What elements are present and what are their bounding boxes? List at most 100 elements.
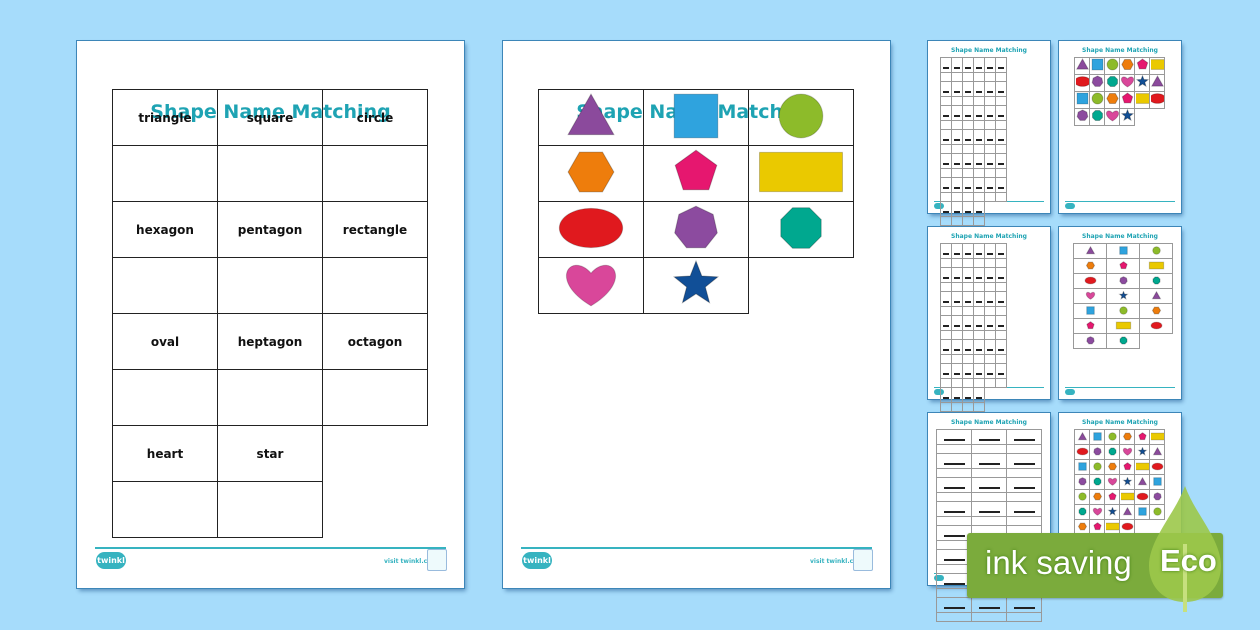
shape-cell bbox=[538, 145, 644, 202]
eco-badge-text: ink saving bbox=[985, 544, 1132, 581]
hexagon-shape bbox=[1120, 59, 1134, 70]
circle-shape bbox=[1077, 492, 1087, 501]
thumbnail-page[interactable]: Shape Name Matching bbox=[928, 413, 1050, 622]
square-shape bbox=[1091, 58, 1103, 71]
star-shape bbox=[672, 259, 720, 304]
triangle-shape bbox=[1077, 431, 1087, 441]
thumbnail-page[interactable]: Shape Name Matching bbox=[1059, 227, 1181, 399]
octagon-shape bbox=[1093, 477, 1101, 486]
heart-shape bbox=[1085, 291, 1095, 300]
worksheet-shapes-page: Shape Name Matching twinkl visit twinkl.… bbox=[503, 41, 890, 588]
blank-answer-cell bbox=[217, 481, 323, 538]
rectangle-shape bbox=[1119, 492, 1135, 501]
leaf-icon bbox=[1149, 486, 1221, 612]
shape-label-cell: pentagon bbox=[217, 201, 323, 258]
twinkl-logo-icon bbox=[1065, 203, 1075, 209]
triangle-shape bbox=[1075, 58, 1089, 70]
hexagon-shape bbox=[1105, 93, 1119, 104]
twinkl-logo-icon bbox=[1065, 389, 1075, 395]
shape-row bbox=[538, 145, 854, 202]
star-shape bbox=[1136, 446, 1148, 456]
shape-label-cell: heart bbox=[112, 425, 218, 482]
heart-shape bbox=[566, 264, 616, 307]
star-shape bbox=[1135, 74, 1149, 88]
shape-label-cell: rectangle bbox=[322, 201, 428, 258]
circle-shape bbox=[1091, 92, 1103, 105]
hexagon-shape bbox=[1151, 306, 1161, 315]
thumbnail-page[interactable]: Shape Name Matching bbox=[928, 227, 1050, 412]
thumbnail-title: Shape Name Matching bbox=[1082, 233, 1158, 240]
pentagon-shape bbox=[1137, 432, 1147, 441]
star-shape bbox=[1117, 290, 1129, 300]
footer-divider bbox=[934, 201, 1044, 202]
shape-label-cell: heptagon bbox=[217, 313, 323, 370]
blank-answer-cell bbox=[217, 369, 323, 426]
shape-cell bbox=[643, 145, 749, 202]
quality-badge-icon bbox=[427, 549, 447, 571]
oval-shape bbox=[1121, 522, 1133, 531]
pentagon-shape bbox=[674, 149, 718, 191]
triangle-shape bbox=[1152, 446, 1162, 456]
shape-row bbox=[538, 257, 854, 314]
thumbnail-grid bbox=[1073, 57, 1168, 126]
square-shape bbox=[1076, 92, 1088, 105]
rectangle-shape bbox=[1148, 261, 1164, 270]
label-row: triangle square circle bbox=[112, 89, 428, 146]
rectangle-shape bbox=[1115, 321, 1131, 330]
thumbnail-grid bbox=[1073, 243, 1173, 349]
pentagon-shape bbox=[1107, 492, 1117, 501]
shape-cell bbox=[538, 89, 644, 146]
shape-cell bbox=[643, 201, 749, 258]
shape-label-cell: octagon bbox=[322, 313, 428, 370]
hexagon-shape bbox=[1077, 522, 1087, 531]
blank-answer-cell bbox=[112, 369, 218, 426]
blank-answer-cell bbox=[112, 481, 218, 538]
circle-shape bbox=[1152, 507, 1162, 516]
rectangle-shape bbox=[1104, 522, 1120, 531]
blank-answer-cell bbox=[322, 369, 428, 426]
thumbnail-title: Shape Name Matching bbox=[951, 47, 1027, 54]
shape-cell bbox=[538, 257, 644, 314]
blank-answer-cell bbox=[112, 257, 218, 314]
eco-word: Eco bbox=[1160, 543, 1217, 578]
heptagon-shape bbox=[1152, 492, 1162, 501]
circle-shape bbox=[1151, 246, 1161, 255]
triangle-shape bbox=[1137, 476, 1147, 486]
hexagon-shape bbox=[1122, 432, 1132, 441]
pentagon-shape bbox=[1085, 321, 1095, 330]
thumbnail-title: Shape Name Matching bbox=[1082, 419, 1158, 426]
answer-row bbox=[112, 145, 428, 202]
oval-shape bbox=[1084, 276, 1096, 285]
blank-answer-cell bbox=[217, 145, 323, 202]
shape-cell bbox=[748, 145, 854, 202]
octagon-shape bbox=[1152, 276, 1160, 285]
blank-answer-cell bbox=[322, 145, 428, 202]
pentagon-shape bbox=[1121, 92, 1133, 104]
thumbnail-page[interactable]: Shape Name Matching bbox=[928, 41, 1050, 226]
circle-shape bbox=[1106, 58, 1118, 71]
footer-divider bbox=[521, 547, 872, 549]
twinkl-logo: twinkl bbox=[522, 552, 552, 569]
square-shape bbox=[673, 93, 719, 139]
thumbnail-title: Shape Name Matching bbox=[1082, 47, 1158, 54]
octagon-shape bbox=[1119, 336, 1127, 345]
rectangle-shape bbox=[759, 151, 843, 193]
shape-label-cell: circle bbox=[322, 89, 428, 146]
thumbnail-page[interactable]: Shape Name Matching bbox=[1059, 41, 1181, 213]
triangle-shape bbox=[1085, 245, 1095, 255]
heptagon-shape bbox=[1077, 477, 1087, 486]
square-shape bbox=[1118, 246, 1128, 255]
label-row: heart star bbox=[112, 425, 428, 482]
oval-shape bbox=[1073, 76, 1091, 87]
octagon-shape bbox=[780, 207, 822, 249]
heptagon-shape bbox=[1092, 447, 1102, 456]
heart-shape bbox=[1105, 110, 1119, 122]
heart-shape bbox=[1120, 76, 1134, 88]
worksheet-labels-page: Shape Name Matching triangle square circle… bbox=[77, 41, 464, 588]
star-shape bbox=[1106, 506, 1118, 516]
visit-link: visit twinkl.com bbox=[384, 558, 438, 565]
octagon-shape bbox=[1108, 447, 1116, 456]
shape-row bbox=[538, 201, 854, 258]
shape-label-cell: star bbox=[217, 425, 323, 482]
oval-shape bbox=[1136, 492, 1148, 501]
